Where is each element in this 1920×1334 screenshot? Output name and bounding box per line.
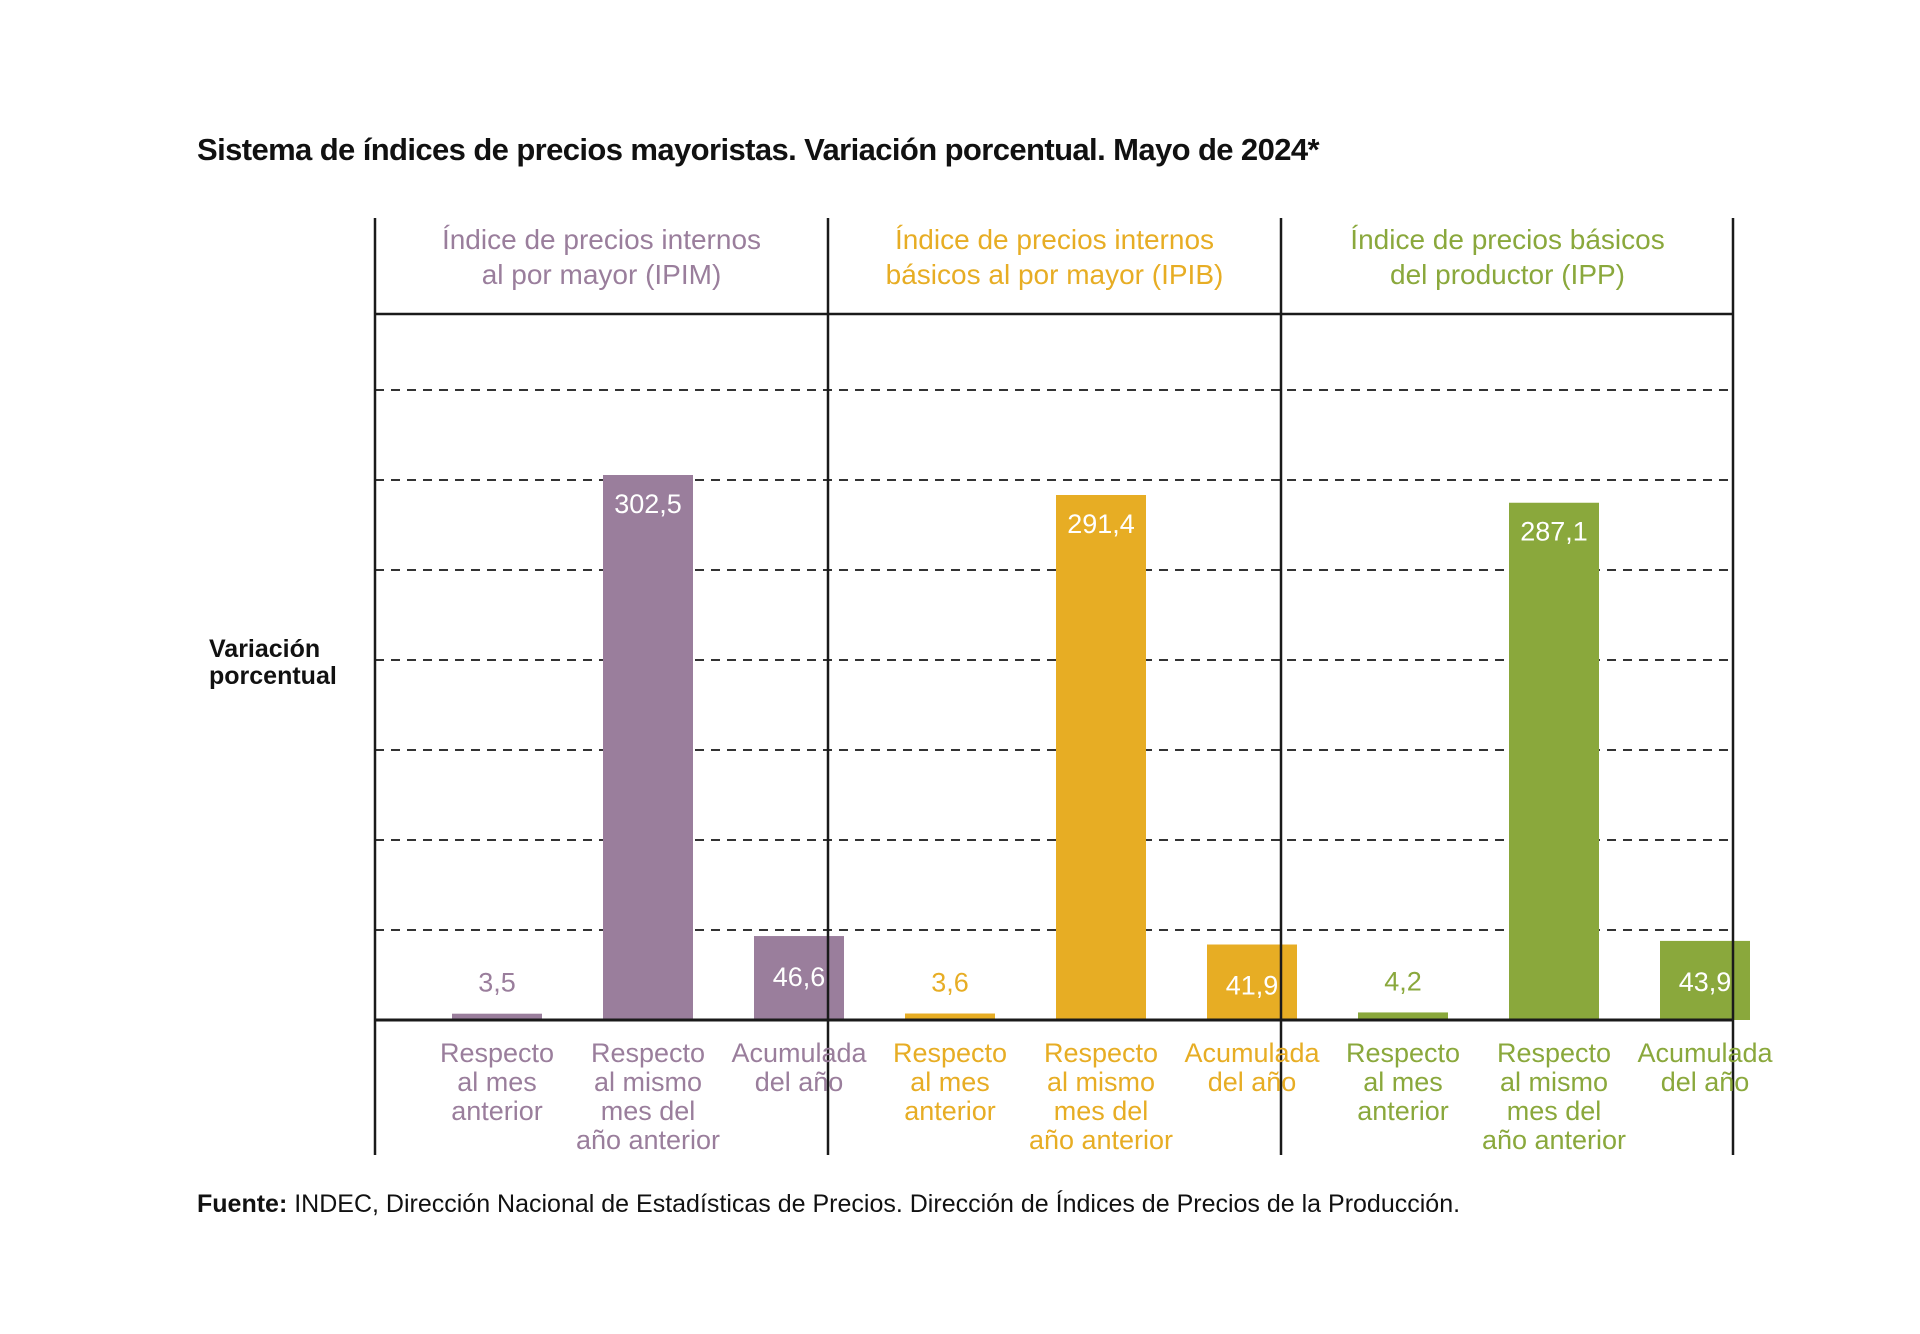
panel-header-line: Índice de precios internos bbox=[894, 224, 1215, 255]
category-label: Respecto al mes anterior bbox=[1323, 1039, 1483, 1126]
data-label: 302,5 bbox=[614, 489, 682, 519]
panel-header: Índice de precios internos al por mayor (… bbox=[374, 222, 829, 292]
source-text: INDEC, Dirección Nacional de Estadística… bbox=[287, 1190, 1461, 1218]
category-label-line: Respecto bbox=[1496, 1038, 1612, 1068]
bar bbox=[1358, 1012, 1448, 1020]
category-label: Respecto al mismo mes del año anterior bbox=[568, 1039, 728, 1155]
data-label: 4,2 bbox=[1384, 966, 1422, 996]
category-label-line: al mismo bbox=[1046, 1067, 1155, 1097]
bar bbox=[603, 475, 693, 1020]
data-label: 43,9 bbox=[1679, 967, 1732, 997]
category-label-line: anterior bbox=[904, 1096, 996, 1126]
y-axis-label: Variación porcentual bbox=[209, 636, 337, 690]
category-label-line: del año bbox=[1660, 1067, 1750, 1097]
category-label-line: Respecto bbox=[590, 1038, 706, 1068]
category-label-line: anterior bbox=[451, 1096, 543, 1126]
category-label-line: Respecto bbox=[1043, 1038, 1159, 1068]
panel-header-line: del productor (IPP) bbox=[1390, 259, 1625, 290]
panel-header-line: al por mayor (IPIM) bbox=[481, 259, 722, 290]
panel-header-line: Índice de precios internos bbox=[441, 224, 762, 255]
bar bbox=[1509, 502, 1599, 1020]
category-label: Respecto al mismo mes del año anterior bbox=[1474, 1039, 1634, 1155]
category-label-line: Respecto bbox=[1345, 1038, 1461, 1068]
panel-header-line: Índice de precios básicos bbox=[1350, 224, 1665, 255]
bar bbox=[1056, 494, 1146, 1020]
category-label-line: anterior bbox=[1357, 1096, 1449, 1126]
category-label: Respecto al mismo mes del año anterior bbox=[1021, 1039, 1181, 1155]
data-label: 291,4 bbox=[1067, 509, 1135, 539]
panel-header-line: básicos al por mayor (IPIB) bbox=[885, 259, 1224, 290]
category-label-line: Respecto bbox=[892, 1038, 1008, 1068]
source-note: Fuente: INDEC, Dirección Nacional de Est… bbox=[197, 1190, 1460, 1219]
category-label-line: mes del bbox=[1053, 1096, 1149, 1126]
category-label-line: Acumulada bbox=[1637, 1038, 1773, 1068]
category-label-line: al mes bbox=[457, 1067, 537, 1097]
category-label-line: del año bbox=[1207, 1067, 1297, 1097]
bar bbox=[452, 1013, 542, 1020]
category-label-line: año anterior bbox=[1028, 1125, 1174, 1155]
bar bbox=[1660, 940, 1750, 1020]
data-label: 287,1 bbox=[1520, 517, 1588, 547]
y-axis-label-line-1: Variación bbox=[209, 635, 321, 663]
source-label: Fuente: bbox=[197, 1190, 288, 1218]
category-label-line: año anterior bbox=[1481, 1125, 1627, 1155]
category-label-line: al mes bbox=[1363, 1067, 1443, 1097]
category-label: Respecto al mes anterior bbox=[417, 1039, 577, 1126]
category-label-line: Respecto bbox=[439, 1038, 555, 1068]
data-label: 3,6 bbox=[931, 968, 969, 998]
category-label-line: año anterior bbox=[575, 1125, 721, 1155]
data-label: 46,6 bbox=[773, 962, 826, 992]
category-label-line: al mismo bbox=[1499, 1067, 1608, 1097]
category-label-line: al mes bbox=[910, 1067, 990, 1097]
category-label: Acumulada del año bbox=[719, 1039, 879, 1097]
y-axis-label-line-2: porcentual bbox=[209, 662, 337, 690]
data-label: 3,5 bbox=[478, 968, 516, 998]
category-label-line: mes del bbox=[1506, 1096, 1602, 1126]
panel-header: Índice de precios básicos del productor (… bbox=[1280, 222, 1735, 292]
category-label: Respecto al mes anterior bbox=[870, 1039, 1030, 1126]
category-label-line: mes del bbox=[600, 1096, 696, 1126]
bar bbox=[905, 1013, 995, 1020]
panel-header: Índice de precios internos básicos al por… bbox=[827, 222, 1282, 292]
category-label-line: Acumulada bbox=[731, 1038, 867, 1068]
data-label: 41,9 bbox=[1226, 971, 1279, 1001]
category-label-line: del año bbox=[754, 1067, 844, 1097]
category-label: Acumulada del año bbox=[1625, 1039, 1785, 1097]
chart-title: Sistema de índices de precios mayoristas… bbox=[197, 132, 1320, 167]
category-label: Acumulada del año bbox=[1172, 1039, 1332, 1097]
category-label-line: Acumulada bbox=[1184, 1038, 1320, 1068]
category-label-line: al mismo bbox=[593, 1067, 702, 1097]
